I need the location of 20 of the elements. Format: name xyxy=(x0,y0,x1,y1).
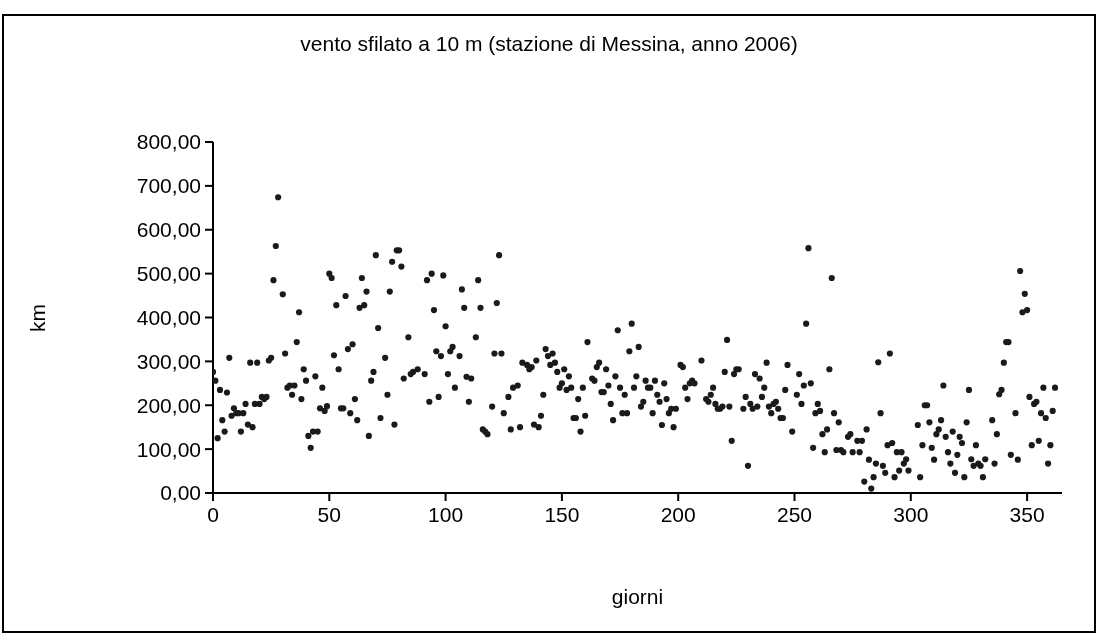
y-tick-label: 200,00 xyxy=(136,393,201,417)
y-tick-label: 300,00 xyxy=(136,349,201,373)
x-tick-label: 250 xyxy=(776,502,813,526)
x-tick-label: 300 xyxy=(893,502,929,526)
y-tick-label: 500,00 xyxy=(136,262,201,286)
x-tick-label: 0 xyxy=(207,502,219,526)
y-axis-title: km xyxy=(26,304,50,332)
x-tick-label: 150 xyxy=(544,502,580,526)
x-tick-label: 200 xyxy=(660,502,696,526)
y-tick-label: 0,00 xyxy=(160,481,201,505)
x-tick-label: 350 xyxy=(1009,502,1045,526)
x-tick-label: 100 xyxy=(428,502,464,526)
y-tick-label: 400,00 xyxy=(136,305,201,329)
y-tick-label: 600,00 xyxy=(136,218,201,242)
y-tick-label: 100,00 xyxy=(136,437,201,461)
y-tick-label: 700,00 xyxy=(136,174,201,198)
x-tick-label: 50 xyxy=(317,502,341,526)
chart-title: vento sfilato a 10 m (stazione di Messina, anno 2006) xyxy=(299,32,799,56)
x-axis-title: giorni xyxy=(610,585,665,609)
y-tick-label: 800,00 xyxy=(136,130,201,154)
